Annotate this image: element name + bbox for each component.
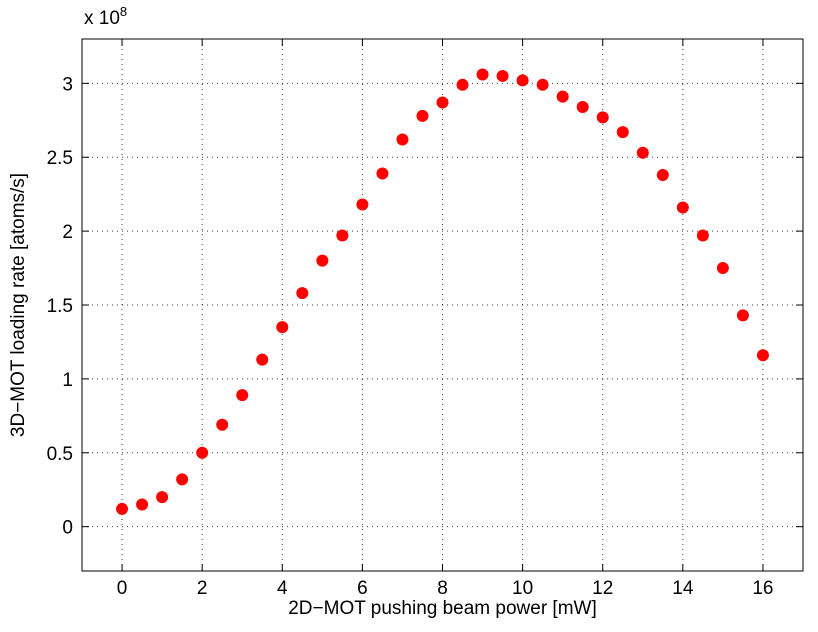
y-axis-title: 3D−MOT loading rate [atoms/s] (8, 173, 29, 437)
data-point (436, 96, 449, 109)
x-axis-title: 2D−MOT pushing beam power [mW] (288, 598, 597, 619)
data-point (736, 309, 749, 322)
y-tick-label: 0 (62, 518, 73, 539)
data-point (596, 111, 609, 124)
data-point (636, 146, 649, 159)
y-tick-label: 2 (62, 222, 73, 243)
data-point (616, 126, 629, 139)
data-point (716, 262, 729, 275)
data-point (136, 498, 149, 511)
x-tick-label: 16 (752, 578, 773, 599)
data-marker-layer (116, 68, 769, 515)
y-axis-exponent-label: x 108 (84, 4, 127, 29)
data-point (176, 473, 189, 486)
data-point (316, 254, 329, 267)
y-tick-label: 1.5 (47, 296, 73, 317)
data-point (336, 229, 349, 242)
data-point (676, 201, 689, 214)
x-tick-label: 8 (437, 578, 448, 599)
data-point (116, 502, 129, 515)
data-point (456, 78, 469, 91)
y-tick-label: 3 (62, 74, 73, 95)
data-point (576, 100, 589, 113)
y-exponent-base: x 10 (84, 8, 120, 29)
data-point (376, 167, 389, 180)
data-point (396, 133, 409, 146)
grid-layer (82, 39, 803, 571)
data-point (216, 418, 229, 431)
data-point (156, 491, 169, 504)
data-point (296, 287, 309, 300)
data-point (516, 74, 529, 87)
data-point (756, 349, 769, 362)
data-point (196, 446, 209, 459)
y-exponent-power: 8 (120, 4, 127, 19)
data-point (476, 68, 489, 81)
data-point (236, 389, 249, 402)
x-tick-label: 2 (197, 578, 208, 599)
x-tick-label: 14 (672, 578, 694, 599)
data-point (356, 198, 369, 211)
data-point (256, 353, 269, 366)
data-point (416, 109, 429, 122)
data-point (656, 168, 669, 181)
data-point (556, 90, 569, 103)
x-tick-label: 4 (277, 578, 288, 599)
x-tick-label: 10 (512, 578, 533, 599)
tick-layer: 0 2 4 6 8 10 12 14 16 0 0.5 1 1.5 2 2.5 3 (47, 39, 803, 599)
y-tick-label: 0.5 (47, 444, 73, 465)
y-tick-label: 2.5 (47, 148, 73, 169)
data-point (536, 78, 549, 91)
y-tick-label: 1 (62, 370, 73, 391)
x-tick-label: 6 (357, 578, 368, 599)
x-tick-label: 12 (592, 578, 613, 599)
x-tick-label: 0 (117, 578, 128, 599)
data-point (276, 321, 289, 334)
data-point (496, 69, 509, 82)
data-point (696, 229, 709, 242)
